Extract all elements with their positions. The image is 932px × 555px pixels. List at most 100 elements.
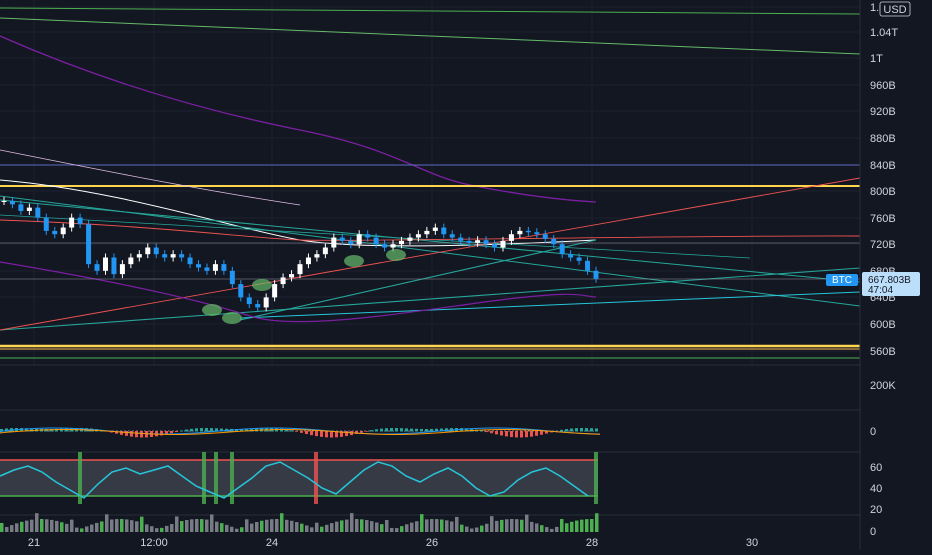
volume-bar — [405, 524, 409, 532]
macd-histogram-bar — [585, 428, 588, 432]
volume-bar — [265, 519, 269, 532]
candle-body — [69, 217, 75, 228]
macd-histogram-bar — [415, 428, 418, 432]
macd-histogram-bar — [120, 431, 123, 435]
currency-badge[interactable] — [879, 1, 911, 17]
macd-histogram-bar — [220, 428, 223, 432]
candle-body — [187, 257, 193, 265]
macd-histogram-bar — [295, 431, 298, 432]
volume-bar — [150, 526, 154, 532]
candle-body — [339, 237, 345, 241]
candle-body — [585, 260, 591, 271]
volume-bar — [475, 527, 479, 532]
volume-bar — [70, 519, 74, 532]
volume-bar — [80, 528, 84, 532]
trend-line — [0, 219, 861, 241]
currency-label: USD — [883, 4, 906, 16]
volume-bar — [485, 523, 489, 532]
macd-histogram-bar — [395, 428, 398, 432]
macd-histogram-bar — [240, 428, 243, 432]
candle-body — [551, 238, 557, 245]
volume-bar — [75, 527, 79, 532]
macd-histogram-bar — [390, 428, 393, 432]
volume-bar — [280, 513, 284, 532]
volume-bar — [45, 519, 49, 532]
volume-bar — [270, 519, 274, 532]
volume-bar — [145, 524, 149, 532]
price-tick-label: 1T — [870, 53, 883, 65]
price-tag-symbol-bg — [826, 274, 858, 286]
volume-bar — [490, 516, 494, 532]
candle-body — [576, 257, 582, 261]
volume-bar — [20, 521, 24, 532]
macd-histogram-bar — [410, 428, 413, 432]
volume-bar — [525, 514, 529, 532]
volume-bar — [290, 520, 294, 532]
price-tag-countdown: 47:04 — [868, 285, 893, 296]
candle-body — [390, 244, 396, 248]
macd-histogram-bar — [420, 428, 423, 432]
volume-bar — [230, 526, 234, 532]
time-tick-label: 30 — [746, 537, 758, 549]
candle-body — [43, 217, 49, 231]
macd-histogram-bar — [570, 428, 573, 432]
macd-histogram-bar — [575, 428, 578, 432]
macd-histogram-bar — [435, 428, 438, 432]
macd-histogram-bar — [595, 428, 598, 432]
candle-body — [432, 227, 438, 231]
volume-bar — [415, 521, 419, 532]
volume-bar — [100, 521, 104, 532]
trend-line — [0, 267, 861, 331]
volume-bar — [225, 524, 229, 532]
volume-bar — [245, 519, 249, 532]
volume-bar — [385, 519, 389, 532]
macd-histogram-bar — [375, 429, 378, 432]
macd-histogram-bar — [480, 430, 483, 432]
time-scale[interactable]: 21 12:00 24 26 28 30 — [28, 537, 758, 549]
volume-bar — [360, 519, 364, 532]
volume-bar — [585, 519, 589, 532]
candle-body — [415, 234, 421, 238]
volume-bar — [365, 520, 369, 532]
candle-body — [365, 234, 371, 238]
macd-histogram-bar — [140, 431, 143, 438]
candle-body — [221, 264, 227, 271]
volume-bar — [450, 521, 454, 532]
trend-lines — [0, 7, 861, 359]
volume-bar — [165, 525, 169, 532]
volume-bar — [40, 519, 44, 532]
volume-bar — [325, 524, 329, 532]
volume-bar — [495, 520, 499, 532]
candle-body — [382, 244, 388, 248]
macd-histogram-bar — [560, 429, 563, 432]
candle-body — [517, 230, 523, 235]
candle-body — [441, 227, 447, 235]
macd-histogram-bar — [300, 431, 303, 433]
volume-bar — [295, 522, 299, 532]
volume-bar — [390, 527, 394, 532]
macd-histogram-bar — [520, 431, 523, 438]
macd-histogram-bar — [305, 431, 308, 435]
trend-line — [0, 261, 597, 323]
volume-bar — [200, 519, 204, 532]
macd-histogram-bar — [285, 429, 288, 432]
candle-body — [348, 240, 354, 245]
volume-bar — [135, 521, 139, 532]
volume-bar — [0, 523, 4, 532]
macd-histogram-bar — [430, 428, 433, 432]
candle-body — [196, 264, 202, 268]
time-tick-label: 26 — [426, 537, 438, 549]
volume-bar — [35, 513, 39, 532]
candle-body — [102, 257, 108, 271]
trend-line — [0, 199, 861, 283]
macd-histogram-bar — [200, 428, 203, 432]
price-tick-label: 560B — [870, 346, 896, 358]
macd-histogram-bar — [235, 428, 238, 432]
candle-body — [212, 264, 218, 271]
macd-histogram-bar — [485, 431, 488, 433]
volume-bar — [470, 528, 474, 532]
candle-body — [475, 240, 481, 243]
macd-histogram-bar — [210, 428, 213, 432]
